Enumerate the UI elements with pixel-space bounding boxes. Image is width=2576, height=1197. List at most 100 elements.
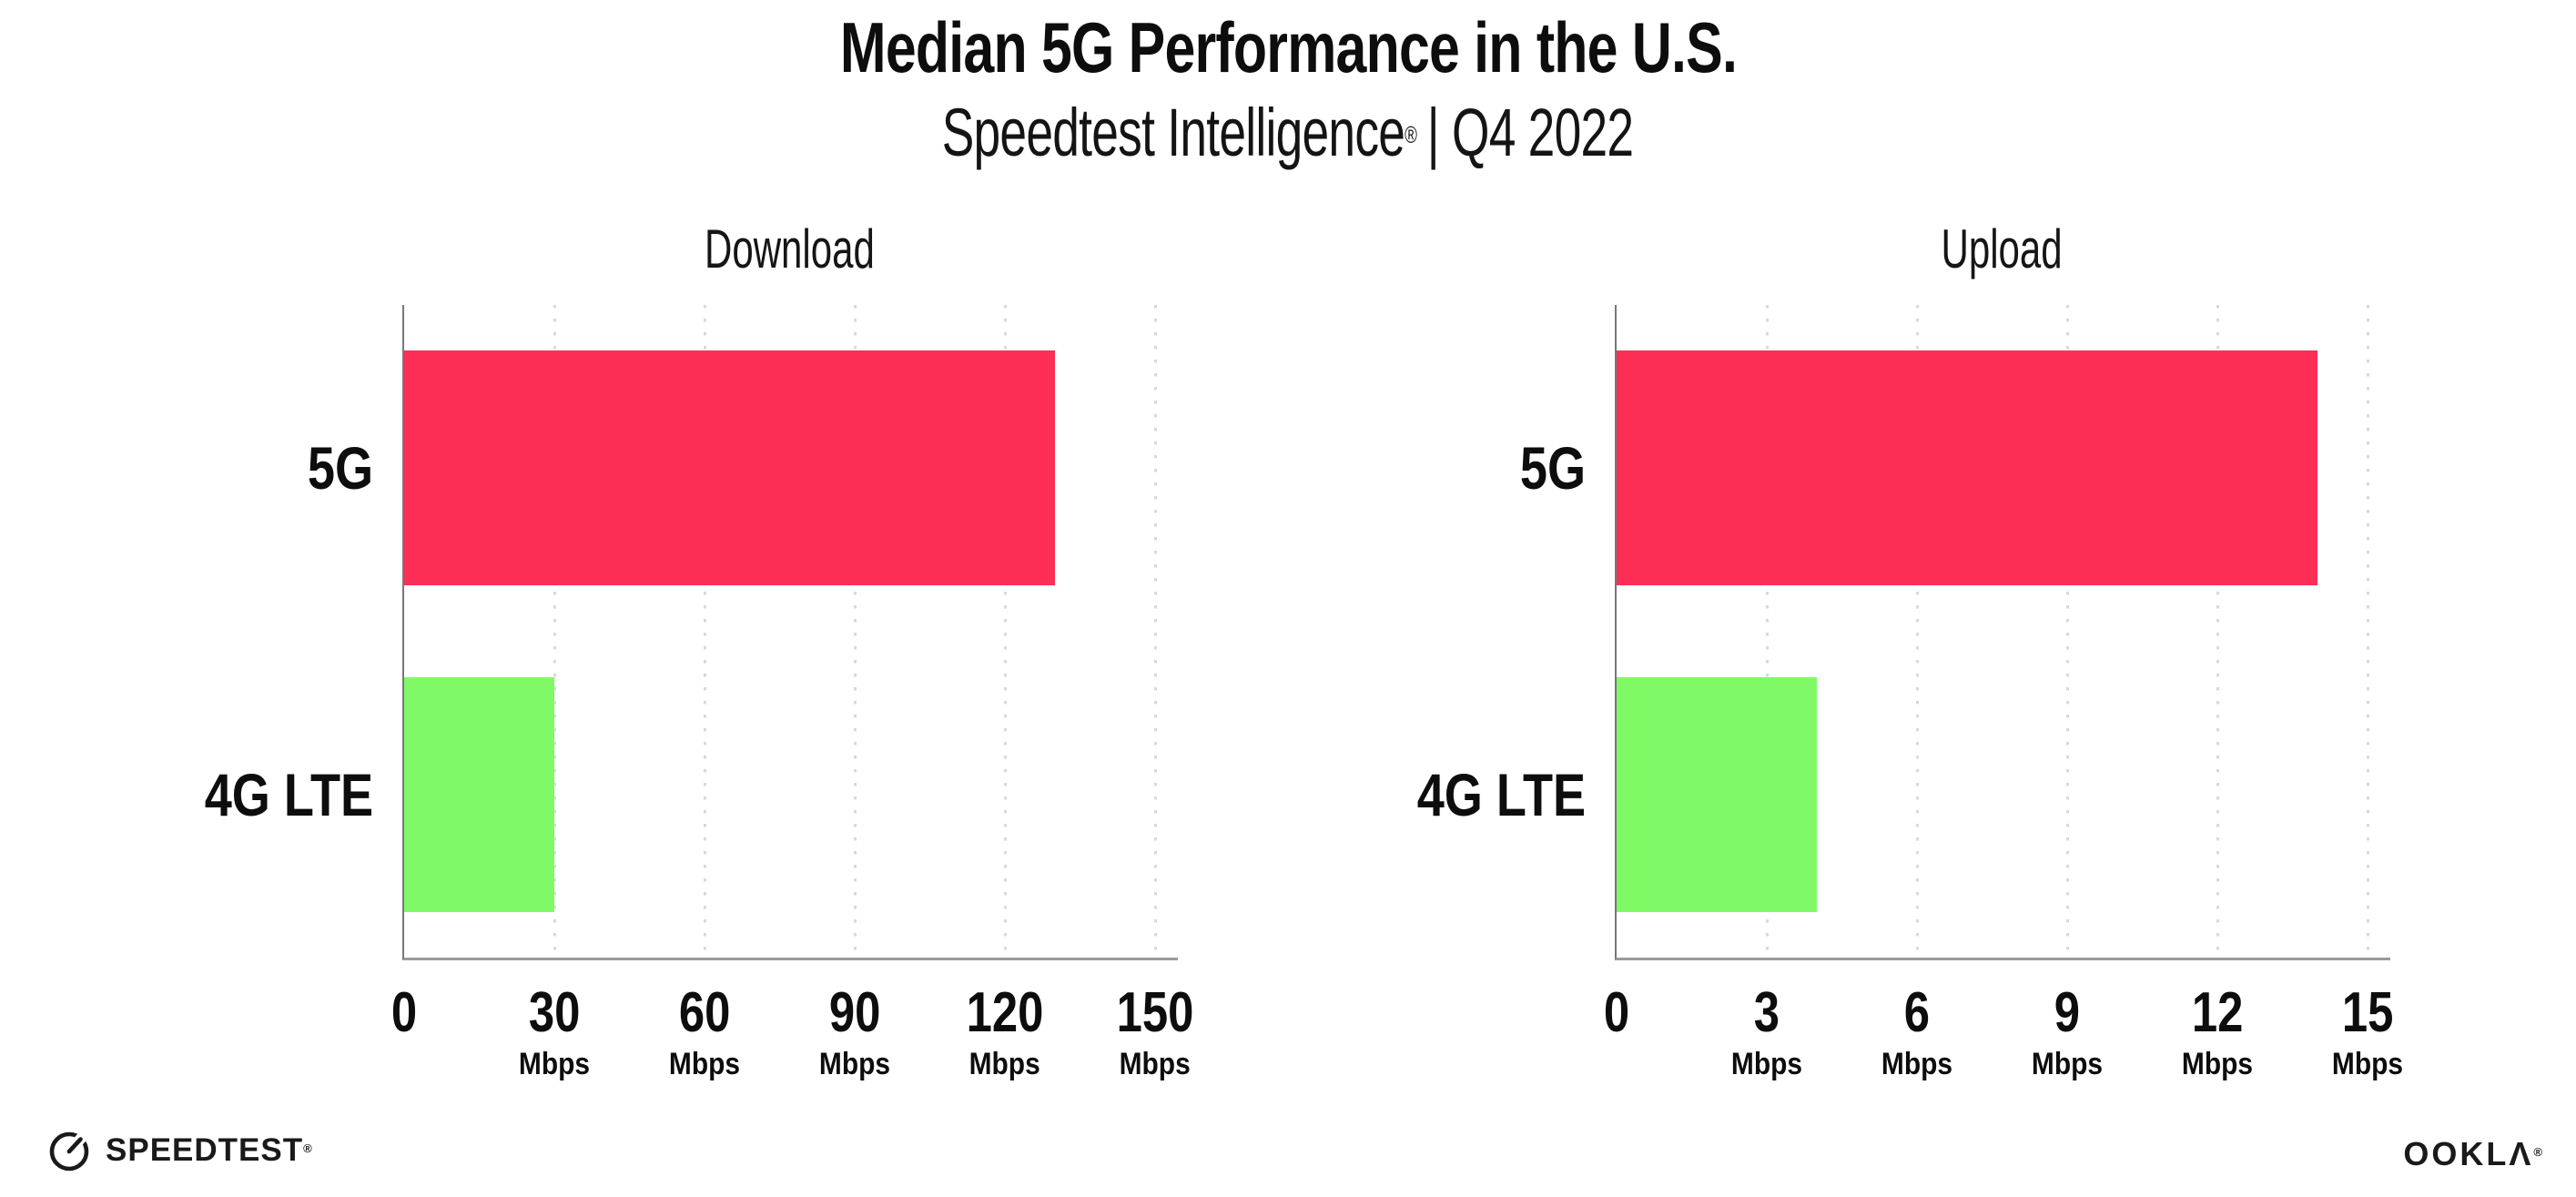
- x-tick-unit: Mbps: [1119, 1047, 1192, 1081]
- x-tick-6: 6 Mbps: [1877, 984, 1958, 1082]
- x-tick-unit: Mbps: [969, 1047, 1041, 1081]
- subtitle-brand: Speedtest Intelligence: [942, 95, 1405, 170]
- x-tick-0: 0: [1601, 984, 1632, 1042]
- ookla-lambda-glyph: Λ: [2509, 1135, 2534, 1172]
- upload-chart: Upload 5G 4G LTE 0 3 Mbps 6 Mbps 9 Mbps 12 Mbps 15…: [1313, 217, 2403, 1109]
- gridline-3: [1765, 305, 1769, 958]
- x-tick-unit: Mbps: [518, 1047, 591, 1081]
- ookla-registered-mark-icon: ®: [2533, 1145, 2545, 1159]
- ookla-logo: OOKLΛ®: [2403, 1134, 2545, 1174]
- x-tick-value-wrap: 120: [958, 984, 1051, 1042]
- gridline-30: [553, 305, 556, 958]
- download-chart-title-text: Download: [704, 218, 875, 279]
- x-tick-90: 90 Mbps: [815, 984, 896, 1082]
- x-tick-unit-wrap: Mbps: [1877, 1046, 1958, 1082]
- x-tick-value: 6: [1903, 981, 1931, 1044]
- x-tick-120: 120 Mbps: [958, 984, 1051, 1082]
- x-tick-value-wrap: 150: [1108, 984, 1202, 1042]
- x-tick-value-wrap: 60: [664, 984, 745, 1042]
- x-tick-value-wrap: 15: [2328, 984, 2409, 1042]
- category-label-text: 4G LTE: [1416, 760, 1586, 828]
- category-label-4g-lte: 4G LTE: [1313, 632, 1586, 958]
- x-tick-value: 0: [390, 981, 418, 1044]
- gridline-90: [853, 305, 857, 958]
- bar-4g-lte: [404, 676, 554, 912]
- gridline-60: [703, 305, 706, 958]
- bar-5g: [404, 350, 1055, 585]
- x-tick-value-wrap: 3: [1727, 984, 1808, 1042]
- upload-chart-title: Upload: [1615, 217, 2388, 282]
- x-tick-value-wrap: 0: [1601, 984, 1632, 1042]
- ookla-wordmark-text: OOKL: [2403, 1135, 2510, 1172]
- gridline-12: [2216, 305, 2219, 958]
- download-chart: Download 5G 4G LTE 0 30 Mbps 60 Mbps 90 Mbps 120…: [100, 217, 1194, 1109]
- speedtest-logo: SPEEDTEST®: [46, 1127, 313, 1174]
- page-subtitle-text: Speedtest Intelligence® | Q4 2022: [942, 93, 1634, 173]
- x-tick-unit-wrap: Mbps: [2027, 1046, 2108, 1082]
- category-label-4g-lte: 4G LTE: [100, 632, 373, 958]
- x-tick-3: 3 Mbps: [1727, 984, 1808, 1082]
- x-tick-30: 30 Mbps: [514, 984, 595, 1082]
- x-tick-12: 12 Mbps: [2177, 984, 2258, 1082]
- x-tick-value: 12: [2191, 981, 2244, 1044]
- page-title-text: Median 5G Performance in the U.S.: [839, 7, 1737, 87]
- x-tick-unit-wrap: Mbps: [514, 1046, 595, 1082]
- x-tick-unit: Mbps: [2181, 1047, 2254, 1081]
- x-tick-unit-wrap: Mbps: [958, 1046, 1051, 1082]
- x-tick-value-wrap: 30: [514, 984, 595, 1042]
- x-tick-unit-wrap: Mbps: [815, 1046, 896, 1082]
- page-subtitle: Speedtest Intelligence® | Q4 2022: [0, 93, 2576, 173]
- bar-5g: [1617, 350, 2317, 585]
- x-tick-9: 9 Mbps: [2027, 984, 2108, 1082]
- x-tick-unit: Mbps: [1730, 1047, 1803, 1081]
- x-tick-value-wrap: 6: [1877, 984, 1958, 1042]
- x-tick-value-wrap: 9: [2027, 984, 2108, 1042]
- x-tick-unit-wrap: Mbps: [1108, 1046, 1202, 1082]
- category-label-5g: 5G: [1313, 305, 1586, 631]
- x-tick-unit: Mbps: [1881, 1047, 1953, 1081]
- gridline-6: [1915, 305, 1919, 958]
- gridline-150: [1153, 305, 1157, 958]
- x-tick-value: 0: [1603, 981, 1630, 1044]
- speedtest-gauge-icon: [49, 1130, 89, 1172]
- x-tick-value: 150: [1116, 981, 1194, 1044]
- x-tick-unit-wrap: Mbps: [2177, 1046, 2258, 1082]
- x-tick-15: 15 Mbps: [2328, 984, 2409, 1082]
- upload-plot-area: [1615, 305, 2390, 960]
- upload-chart-title-text: Upload: [1941, 218, 2063, 279]
- x-tick-value-wrap: 12: [2177, 984, 2258, 1042]
- x-tick-value: 30: [528, 981, 581, 1044]
- x-tick-value: 3: [1753, 981, 1780, 1044]
- x-tick-value: 120: [966, 981, 1044, 1044]
- category-label-text: 5G: [1519, 434, 1586, 502]
- x-tick-60: 60 Mbps: [664, 984, 745, 1082]
- speedtest-wordmark-text: SPEEDTEST: [106, 1132, 304, 1168]
- x-tick-value-wrap: 0: [389, 984, 420, 1042]
- gridline-15: [2366, 305, 2369, 958]
- x-tick-unit: Mbps: [2031, 1047, 2104, 1081]
- x-tick-unit-wrap: Mbps: [1727, 1046, 1808, 1082]
- subtitle-period: | Q4 2022: [1427, 95, 1634, 170]
- x-tick-150: 150 Mbps: [1108, 984, 1202, 1082]
- gridline-9: [2065, 305, 2069, 958]
- speedtest-wordmark: SPEEDTEST®: [106, 1127, 313, 1174]
- category-label-5g: 5G: [100, 305, 373, 631]
- speedtest-registered-mark-icon: ®: [303, 1141, 313, 1155]
- download-plot-area: [402, 305, 1178, 960]
- upload-x-axis-ticks: 0 3 Mbps 6 Mbps 9 Mbps 12 Mbps 15 Mbps: [1604, 984, 2403, 1102]
- x-tick-unit: Mbps: [668, 1047, 741, 1081]
- upload-category-labels: 5G 4G LTE: [1313, 305, 1586, 958]
- category-label-text: 4G LTE: [204, 760, 373, 828]
- x-tick-value: 15: [2341, 981, 2394, 1044]
- gridline-120: [1003, 305, 1007, 958]
- x-tick-value: 9: [2054, 981, 2081, 1044]
- download-x-axis-ticks: 0 30 Mbps 60 Mbps 90 Mbps 120 Mbps 150 Mbps: [391, 984, 1194, 1102]
- registered-mark-icon: ®: [1405, 121, 1418, 148]
- x-tick-value: 60: [678, 981, 731, 1044]
- x-tick-unit-wrap: Mbps: [2328, 1046, 2409, 1082]
- bar-4g-lte: [1617, 676, 1817, 912]
- x-tick-unit: Mbps: [2331, 1047, 2404, 1081]
- x-tick-value-wrap: 90: [815, 984, 896, 1042]
- x-tick-value: 90: [828, 981, 881, 1044]
